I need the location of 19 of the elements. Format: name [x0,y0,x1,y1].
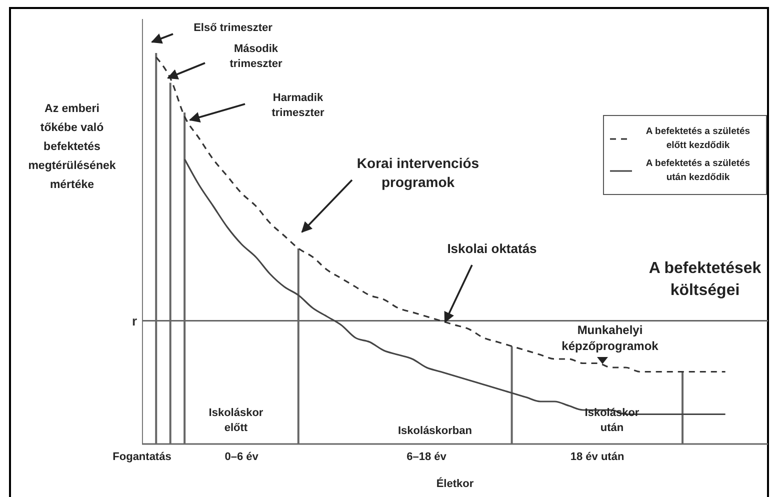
legend-label: A befektetés a születés előtt kezdődik [644,125,752,153]
annotation: Iskoláskor előtt [208,406,264,436]
annotation: Harmadik trimeszter [270,91,326,121]
x-tick-label: 0–6 év [224,450,260,463]
annotation: Első trimeszter [192,21,274,36]
legend-label: A befektetés a születés után kezdődik [644,157,752,185]
annotation: Munkahelyi képzőprogramok [560,322,660,354]
x-tick-label: Fogantatás [112,450,172,463]
annotation: Második trimeszter [228,42,284,72]
y-axis-title: Az emberi tőkébe való befektetés megtérülésének mértéke [27,102,117,193]
x-axis-title: Életkor [436,477,474,490]
ref-line-label: r [132,313,137,328]
annotation: Iskolai oktatás [446,240,538,258]
x-tick-label: 18 év után [570,450,624,463]
annotation: Iskoláskorban [397,424,473,439]
x-tick-label: 6–18 év [406,450,448,463]
annotation: A befektetések költségei [648,259,762,301]
annotation: Korai intervenciós programok [356,154,480,192]
annotation: Iskoláskor után [584,406,640,436]
